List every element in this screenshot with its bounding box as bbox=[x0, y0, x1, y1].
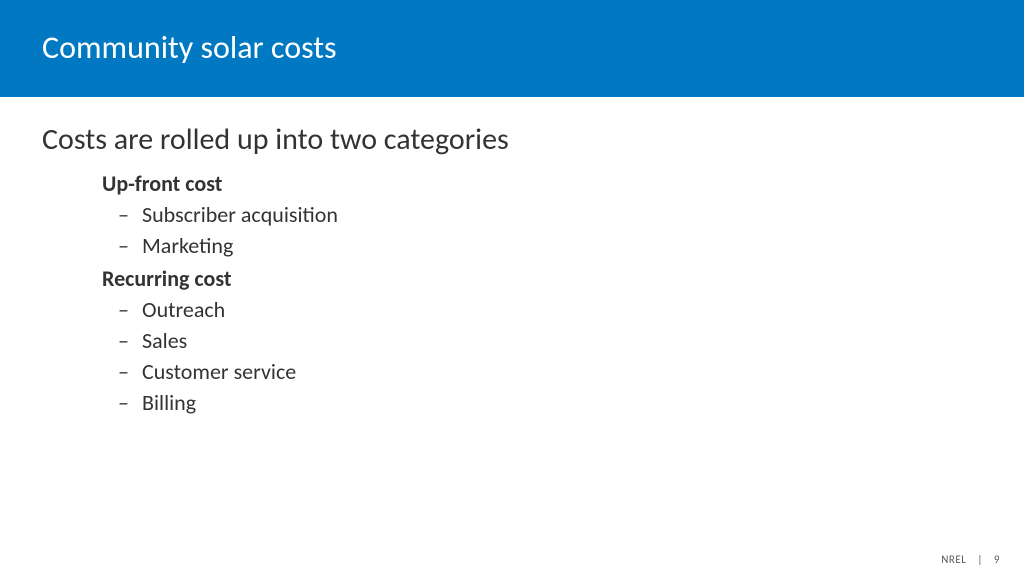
category-label: Up-front cost bbox=[102, 170, 982, 197]
slide-body: Costs are rolled up into two categories … bbox=[0, 97, 1024, 416]
list-item: Billing bbox=[142, 389, 982, 416]
list-item: Subscriber acquisition bbox=[142, 201, 982, 228]
title-bar: Community solar costs bbox=[0, 0, 1024, 97]
list-item: Sales bbox=[142, 327, 982, 354]
bullet-list: Outreach Sales Customer service Billing bbox=[142, 296, 982, 416]
body-heading: Costs are rolled up into two categories bbox=[42, 121, 982, 158]
bullet-list: Subscriber acquisition Marketing bbox=[142, 201, 982, 259]
footer-page: 9 bbox=[994, 553, 1000, 566]
category-label: Recurring cost bbox=[102, 265, 982, 292]
list-item: Customer service bbox=[142, 358, 982, 385]
slide-title: Community solar costs bbox=[42, 28, 982, 67]
list-item: Marketing bbox=[142, 232, 982, 259]
slide: Community solar costs Costs are rolled u… bbox=[0, 0, 1024, 576]
slide-footer: NREL | 9 bbox=[937, 553, 1004, 566]
footer-org: NREL bbox=[941, 553, 966, 566]
list-item: Outreach bbox=[142, 296, 982, 323]
footer-sep: | bbox=[977, 553, 983, 566]
